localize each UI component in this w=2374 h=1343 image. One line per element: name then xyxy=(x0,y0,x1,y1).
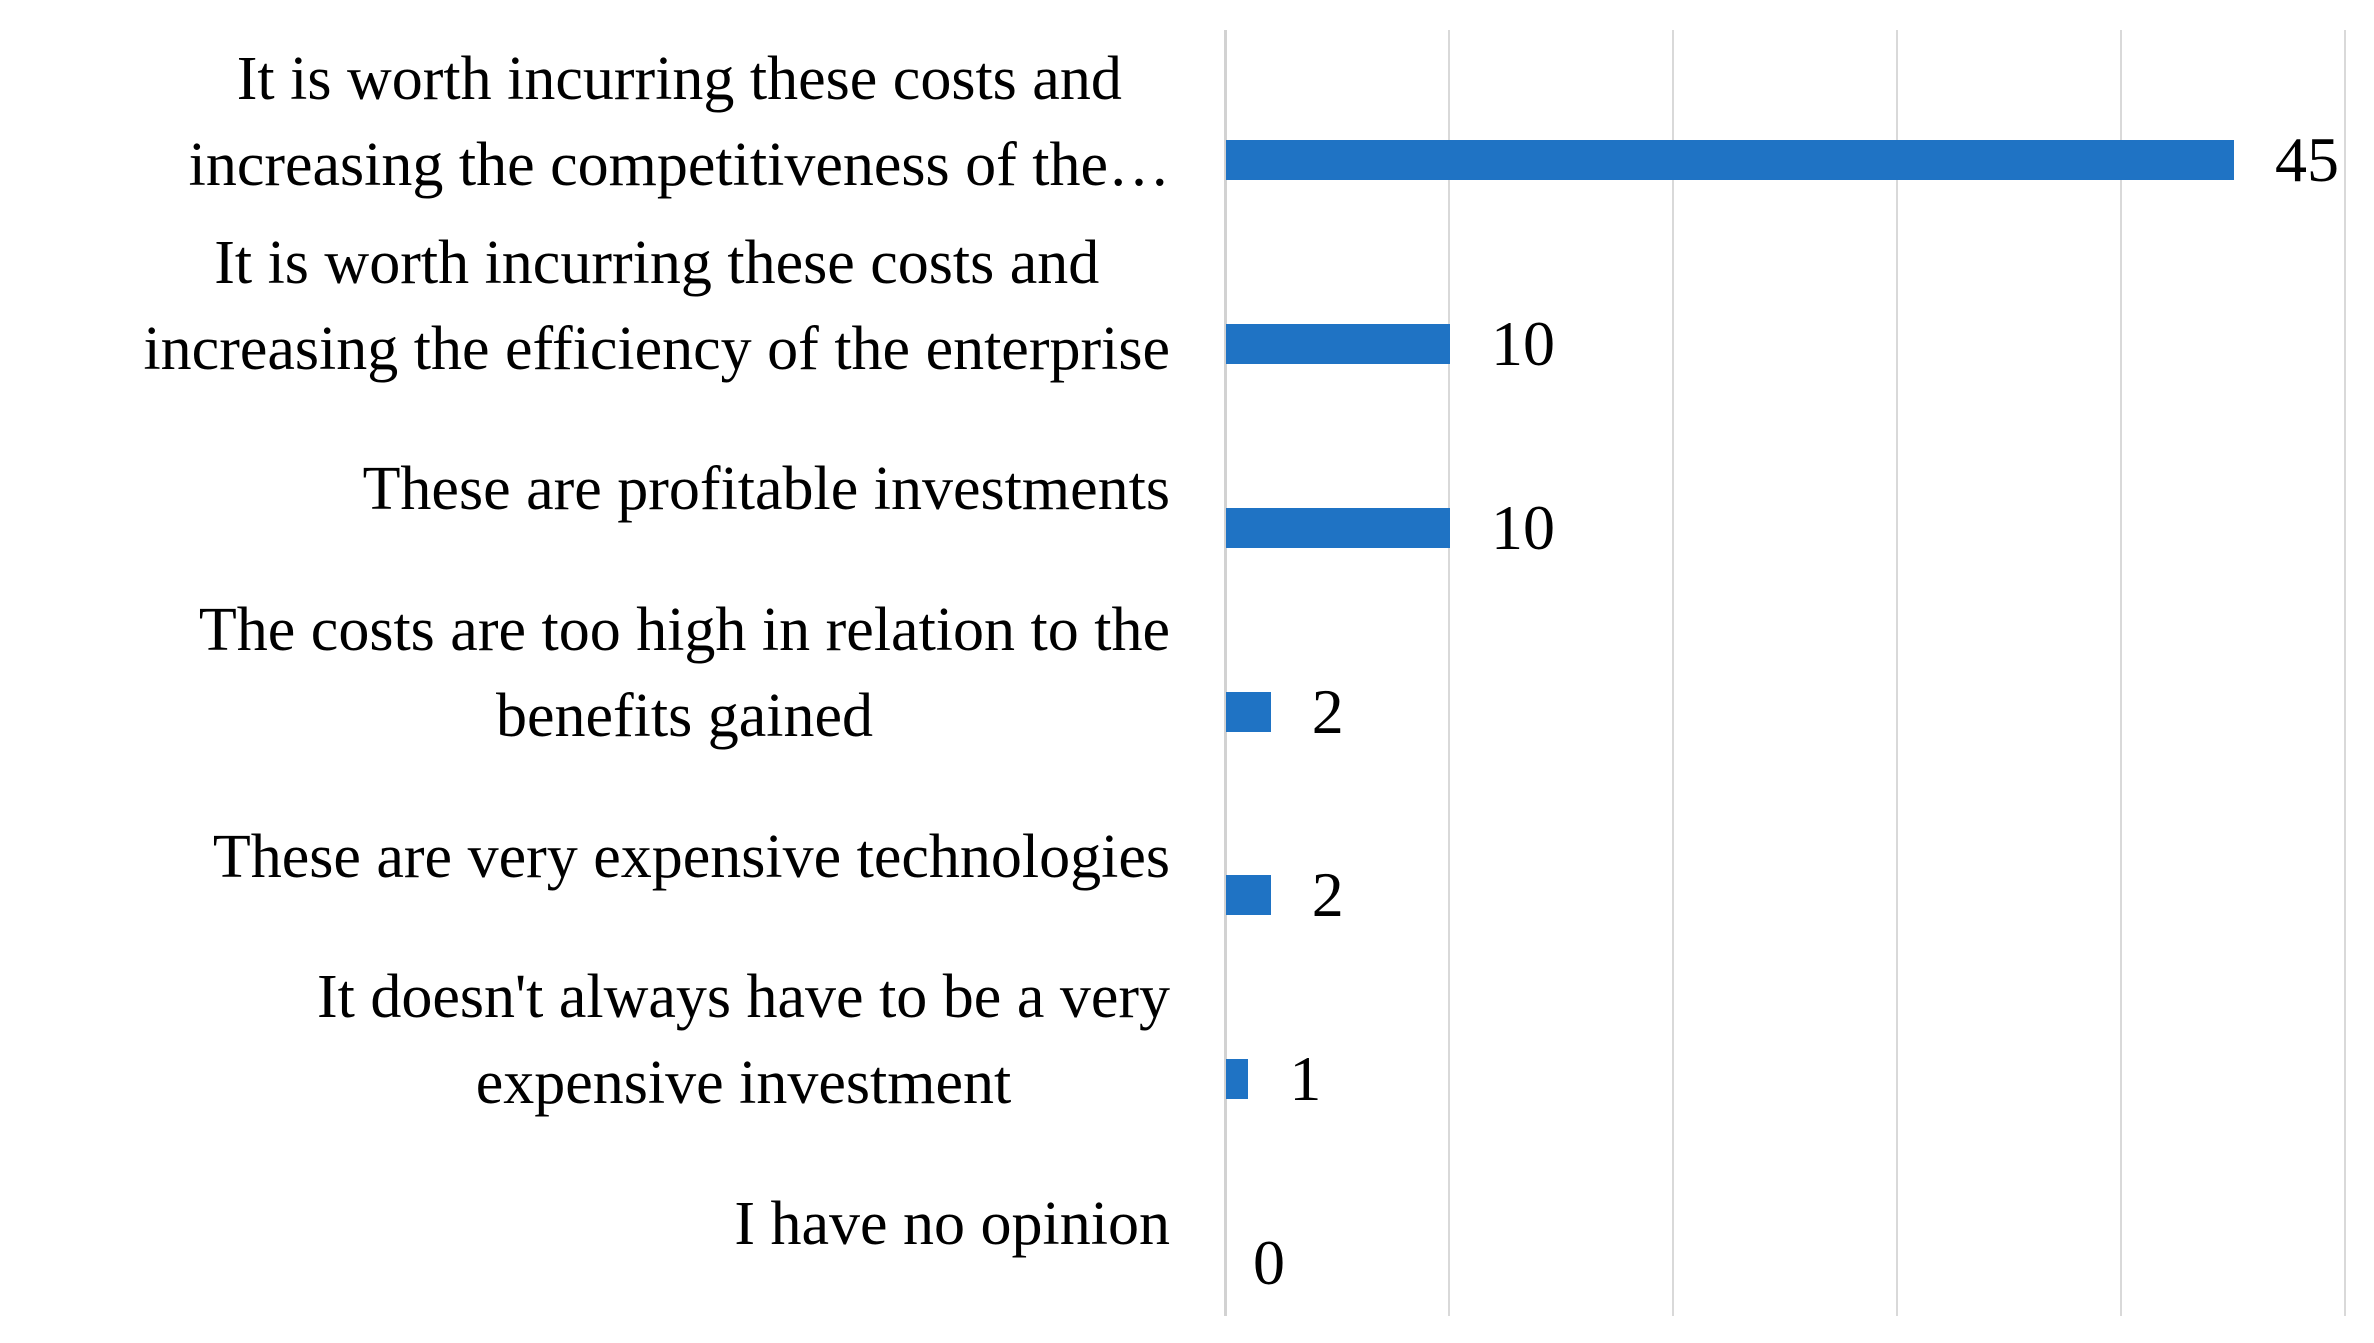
value-label: 2 xyxy=(1311,859,1344,931)
category-label-line: It doesn't always have to be a very xyxy=(316,963,1170,1032)
bar xyxy=(1226,875,1271,916)
value-label: 45 xyxy=(2275,124,2339,196)
category-label-line: The costs are too high in relation to th… xyxy=(198,596,1170,664)
category-label: It is worth incurring these costs and inc… xyxy=(143,220,1170,392)
value-label: 1 xyxy=(1289,1042,1322,1114)
gridline xyxy=(1896,30,1898,1316)
category-label: It doesn't always have to be a very expen… xyxy=(317,954,1170,1126)
category-label-line: increasing the competitiveness of the… xyxy=(188,130,1170,199)
gridline xyxy=(1448,30,1450,1316)
category-label: It is worth incurring these costs and inc… xyxy=(189,36,1170,208)
category-label-line: These are profitable investments xyxy=(362,455,1170,524)
category-label-line: It is worth incurring these costs and xyxy=(214,228,1100,297)
category-label: I have no opinion xyxy=(734,1181,1170,1267)
bar xyxy=(1226,507,1450,548)
category-label: These are very expensive technologies xyxy=(213,814,1170,900)
value-label: 10 xyxy=(1491,308,1555,380)
gridline xyxy=(2344,30,2346,1316)
value-label: 2 xyxy=(1311,675,1344,747)
category-label: These are profitable investments xyxy=(363,446,1170,532)
category-label-line: benefits gained xyxy=(495,682,873,750)
bar xyxy=(1226,691,1271,732)
bar xyxy=(1226,1058,1249,1099)
category-label: The costs are too high in relation to th… xyxy=(199,587,1170,759)
category-label-line: expensive investment xyxy=(475,1049,1012,1118)
category-label-line: increasing the efficiency of the enterpr… xyxy=(143,314,1170,383)
bar xyxy=(1226,324,1450,365)
bar xyxy=(1226,140,2234,181)
category-axis-line xyxy=(1224,30,1227,1316)
category-label-line: I have no opinion xyxy=(734,1190,1170,1259)
value-label: 10 xyxy=(1491,491,1555,563)
value-label: 0 xyxy=(1253,1226,1285,1298)
gridline xyxy=(2120,30,2122,1316)
gridline xyxy=(1672,30,1674,1316)
category-label-line: It is worth incurring these costs and xyxy=(236,44,1122,113)
category-label-line: These are very expensive technologies xyxy=(212,822,1170,891)
